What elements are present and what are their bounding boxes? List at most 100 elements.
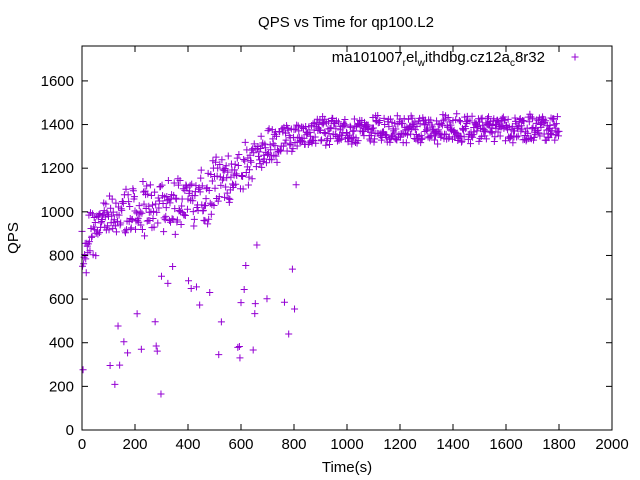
data-point — [494, 128, 502, 136]
data-point — [141, 232, 149, 240]
data-point — [300, 134, 308, 142]
data-point — [138, 209, 146, 217]
data-point — [253, 241, 261, 249]
data-point — [455, 116, 463, 124]
data-point — [349, 127, 357, 135]
data-point — [225, 194, 233, 202]
legend-label-part: ma101007 — [332, 49, 403, 66]
data-point — [264, 151, 271, 159]
y-tick-label: 600 — [49, 291, 74, 308]
data-point — [164, 176, 172, 184]
y-tick-label: 0 — [66, 422, 74, 439]
data-point — [430, 136, 438, 144]
data-point — [402, 139, 410, 147]
data-point — [176, 176, 184, 184]
legend-label-part: el — [406, 49, 418, 66]
data-point — [222, 162, 230, 170]
data-point — [202, 195, 210, 203]
data-point — [269, 135, 277, 143]
data-point — [205, 215, 213, 223]
data-point — [504, 115, 512, 123]
data-point — [466, 117, 474, 125]
data-point — [214, 164, 222, 172]
data-point — [116, 361, 124, 369]
data-point — [269, 140, 277, 148]
data-point — [306, 132, 314, 140]
data-point — [410, 123, 418, 131]
data-point — [518, 125, 526, 133]
legend-label-part: 8r32 — [515, 49, 545, 66]
data-point — [272, 152, 280, 160]
y-tick-label: 1400 — [41, 117, 74, 134]
data-point — [154, 194, 162, 202]
data-point — [427, 116, 435, 124]
data-point — [252, 163, 260, 171]
data-point — [234, 162, 242, 170]
data-point — [144, 190, 152, 198]
data-point — [531, 130, 539, 138]
data-point — [195, 184, 203, 192]
data-point — [111, 222, 119, 230]
data-point — [460, 133, 468, 141]
data-point — [95, 229, 103, 237]
data-point — [381, 121, 389, 129]
data-point — [153, 208, 161, 216]
data-point — [164, 279, 172, 287]
data-point — [191, 192, 199, 200]
data-point — [237, 299, 245, 307]
data-point — [292, 181, 300, 189]
data-point — [544, 126, 552, 134]
data-point — [108, 195, 116, 203]
data-point — [174, 181, 182, 189]
x-tick-label: 1200 — [383, 436, 416, 453]
data-point — [504, 126, 512, 134]
data-point — [238, 171, 246, 179]
data-point — [276, 146, 284, 154]
data-point — [392, 125, 400, 133]
data-point — [157, 390, 165, 398]
data-point — [480, 126, 488, 134]
data-point — [468, 132, 476, 140]
data-point — [335, 118, 343, 126]
x-tick-label: 1400 — [436, 436, 469, 453]
data-point — [525, 118, 533, 126]
data-point — [162, 204, 170, 212]
data-point — [423, 126, 430, 134]
data-point — [342, 121, 350, 129]
data-point — [207, 210, 215, 218]
data-point — [348, 140, 356, 148]
data-point — [453, 110, 461, 118]
data-point — [137, 221, 145, 229]
data-point — [217, 318, 225, 326]
data-point — [326, 141, 334, 149]
data-point — [171, 230, 179, 238]
data-point — [137, 345, 145, 353]
data-point — [190, 222, 198, 230]
data-point — [411, 118, 419, 126]
data-point — [232, 170, 240, 178]
data-point — [177, 220, 185, 228]
data-point — [145, 202, 153, 210]
data-point — [115, 211, 123, 219]
data-point — [128, 215, 136, 223]
data-point — [82, 269, 90, 277]
data-point — [208, 177, 216, 185]
data-point — [232, 180, 240, 188]
data-point — [183, 205, 191, 213]
data-point — [279, 142, 287, 150]
data-point — [273, 132, 281, 140]
data-point — [262, 159, 270, 167]
data-point — [520, 117, 528, 125]
data-point — [197, 166, 205, 174]
data-point — [416, 114, 424, 122]
data-point — [170, 179, 178, 187]
data-point — [246, 151, 254, 159]
data-point — [473, 127, 481, 135]
data-point — [368, 125, 376, 133]
data-point — [293, 142, 301, 150]
data-point — [121, 229, 129, 237]
data-point — [245, 166, 253, 174]
legend-label-part: ithdbg.cz12a — [425, 49, 511, 66]
data-point — [540, 130, 548, 138]
data-point — [258, 163, 266, 171]
